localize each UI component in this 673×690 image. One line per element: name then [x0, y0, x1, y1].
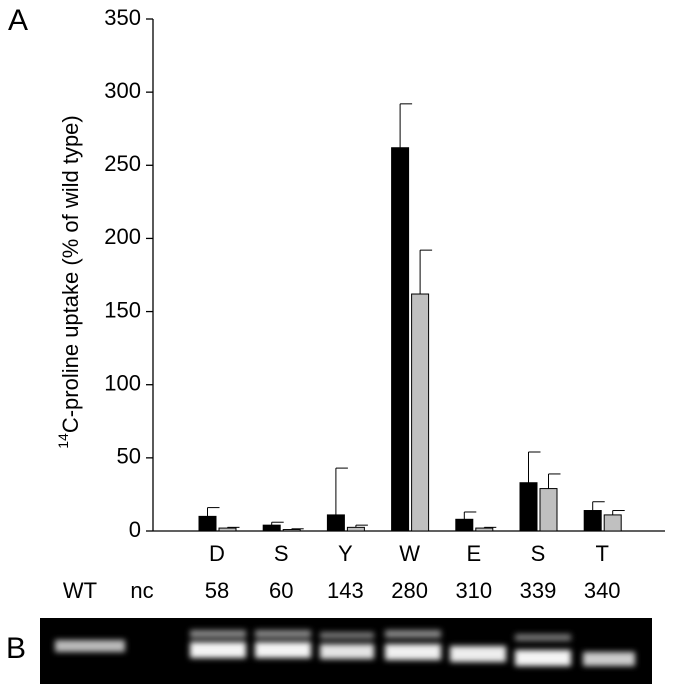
- band: [385, 630, 441, 638]
- error-bar: [548, 473, 561, 489]
- y-tick-label: 250: [104, 151, 141, 176]
- x-tick-label: S: [531, 541, 546, 566]
- bar: [455, 518, 474, 532]
- residue-label: 60: [269, 578, 293, 603]
- bar: [519, 482, 538, 532]
- bar: [282, 529, 301, 532]
- bar: [198, 515, 217, 532]
- y-tick-label: 300: [104, 78, 141, 103]
- bar: [262, 524, 281, 532]
- band: [320, 644, 374, 659]
- band: [450, 646, 506, 662]
- error-bar: [271, 521, 284, 526]
- bar: [539, 488, 558, 532]
- y-tick-label: 150: [104, 297, 141, 322]
- y-axis-label: 14C-proline uptake (% of wild type): [55, 115, 83, 449]
- bar: [603, 514, 622, 532]
- y-tick-label: 0: [129, 517, 141, 542]
- error-bar: [399, 103, 413, 148]
- gel-bands: [55, 630, 635, 666]
- lane-label: WT: [63, 578, 97, 603]
- panel-label: A: [8, 4, 28, 37]
- error-bar: [592, 501, 605, 511]
- band: [515, 650, 571, 666]
- band: [190, 642, 246, 658]
- error-bar: [612, 510, 625, 515]
- error-bar: [528, 451, 541, 483]
- superscript: 14: [55, 433, 71, 449]
- x-tick-label: S: [274, 541, 289, 566]
- error-bar: [483, 526, 497, 529]
- bar: [475, 527, 494, 532]
- band: [385, 644, 441, 660]
- x-tick-label: W: [399, 541, 420, 566]
- x-tick-label: D: [209, 541, 225, 566]
- residue-label: 340: [584, 578, 621, 603]
- x-tick-label: Y: [338, 541, 353, 566]
- bar: [346, 526, 365, 532]
- residue-label: 310: [455, 578, 492, 603]
- band: [255, 630, 311, 638]
- band: [190, 630, 246, 638]
- x-tick-label: T: [595, 541, 608, 566]
- band: [583, 652, 635, 666]
- residue-label: 280: [391, 578, 428, 603]
- residue-label: 58: [205, 578, 229, 603]
- band: [255, 642, 311, 658]
- error-bar: [227, 526, 240, 529]
- error-bar: [207, 507, 220, 517]
- lane-label: nc: [130, 578, 153, 603]
- band: [55, 640, 125, 652]
- y-tick-label: 100: [104, 371, 141, 396]
- bar: [411, 293, 430, 532]
- error-bar: [419, 249, 433, 295]
- band: [515, 634, 571, 641]
- error-bar: [463, 511, 477, 520]
- gel: [40, 618, 652, 684]
- residue-label: 143: [327, 578, 364, 603]
- band: [320, 632, 374, 639]
- residue-label: 339: [520, 578, 557, 603]
- bar: [391, 147, 410, 532]
- label-text: C-proline uptake (% of wild type): [58, 115, 83, 433]
- bar: [583, 510, 602, 532]
- y-tick-label: 50: [117, 444, 141, 469]
- error-bar: [355, 524, 368, 528]
- y-tick-label: 200: [104, 224, 141, 249]
- y-tick-label: 350: [104, 5, 141, 30]
- error-bar: [291, 528, 304, 530]
- x-tick-label: E: [466, 541, 481, 566]
- panel-label: B: [6, 632, 26, 665]
- error-bar: [335, 467, 348, 515]
- bar: [218, 527, 237, 532]
- bar: [326, 514, 345, 532]
